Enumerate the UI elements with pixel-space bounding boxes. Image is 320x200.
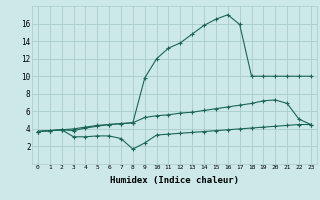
X-axis label: Humidex (Indice chaleur): Humidex (Indice chaleur) [110, 176, 239, 185]
